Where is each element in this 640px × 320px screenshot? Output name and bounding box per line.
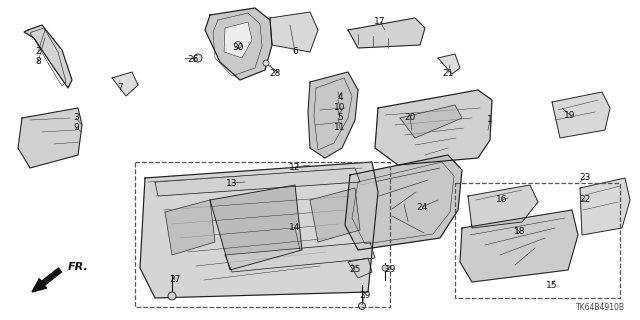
Text: 14: 14 bbox=[289, 223, 301, 233]
FancyArrow shape bbox=[32, 268, 61, 292]
Polygon shape bbox=[308, 72, 358, 158]
Text: 28: 28 bbox=[269, 68, 281, 77]
Polygon shape bbox=[438, 54, 460, 74]
Text: 2: 2 bbox=[35, 47, 41, 57]
Polygon shape bbox=[112, 72, 138, 96]
Text: 27: 27 bbox=[170, 276, 180, 284]
Text: 9: 9 bbox=[73, 124, 79, 132]
Text: 23: 23 bbox=[579, 173, 591, 182]
Text: 7: 7 bbox=[117, 84, 123, 92]
Bar bbox=[135, 162, 390, 307]
Polygon shape bbox=[225, 242, 375, 272]
Text: 12: 12 bbox=[289, 163, 301, 172]
Text: 5: 5 bbox=[337, 114, 343, 123]
Text: 29: 29 bbox=[384, 266, 396, 275]
Polygon shape bbox=[210, 185, 302, 270]
Bar bbox=[455, 183, 620, 298]
Polygon shape bbox=[165, 200, 215, 255]
Text: 25: 25 bbox=[349, 266, 361, 275]
Text: 10: 10 bbox=[334, 103, 346, 113]
Polygon shape bbox=[460, 210, 578, 282]
Text: 8: 8 bbox=[35, 58, 41, 67]
Text: TK64B4910B: TK64B4910B bbox=[576, 303, 625, 312]
Polygon shape bbox=[348, 18, 425, 48]
Text: 17: 17 bbox=[374, 18, 386, 27]
Polygon shape bbox=[205, 8, 272, 80]
Polygon shape bbox=[270, 12, 318, 52]
Text: 22: 22 bbox=[579, 196, 591, 204]
Text: 29: 29 bbox=[359, 291, 371, 300]
Text: 21: 21 bbox=[442, 68, 454, 77]
Text: 18: 18 bbox=[515, 228, 525, 236]
Text: 6: 6 bbox=[292, 47, 298, 57]
Text: 26: 26 bbox=[188, 55, 198, 65]
Text: 15: 15 bbox=[547, 281, 557, 290]
Text: FR.: FR. bbox=[68, 262, 89, 272]
Text: 4: 4 bbox=[337, 93, 343, 102]
Text: 19: 19 bbox=[564, 110, 576, 119]
Text: 13: 13 bbox=[227, 179, 237, 188]
Polygon shape bbox=[580, 178, 630, 235]
Text: 11: 11 bbox=[334, 124, 346, 132]
Polygon shape bbox=[310, 188, 360, 242]
Polygon shape bbox=[140, 162, 378, 298]
Circle shape bbox=[234, 42, 241, 49]
Text: 3: 3 bbox=[73, 114, 79, 123]
Circle shape bbox=[358, 302, 365, 309]
Text: 20: 20 bbox=[404, 114, 416, 123]
Polygon shape bbox=[224, 22, 252, 58]
Polygon shape bbox=[155, 168, 360, 196]
Circle shape bbox=[382, 265, 388, 271]
Circle shape bbox=[194, 54, 202, 62]
Circle shape bbox=[168, 292, 176, 300]
Polygon shape bbox=[375, 90, 492, 165]
Text: 24: 24 bbox=[417, 203, 428, 212]
Polygon shape bbox=[552, 92, 610, 138]
Polygon shape bbox=[18, 108, 82, 168]
Polygon shape bbox=[468, 185, 538, 228]
Text: 16: 16 bbox=[496, 196, 508, 204]
Text: 1: 1 bbox=[487, 116, 493, 124]
Polygon shape bbox=[345, 155, 462, 250]
Circle shape bbox=[263, 60, 269, 66]
Polygon shape bbox=[348, 258, 372, 278]
Polygon shape bbox=[400, 105, 462, 138]
Polygon shape bbox=[24, 25, 72, 88]
Text: 30: 30 bbox=[232, 44, 244, 52]
